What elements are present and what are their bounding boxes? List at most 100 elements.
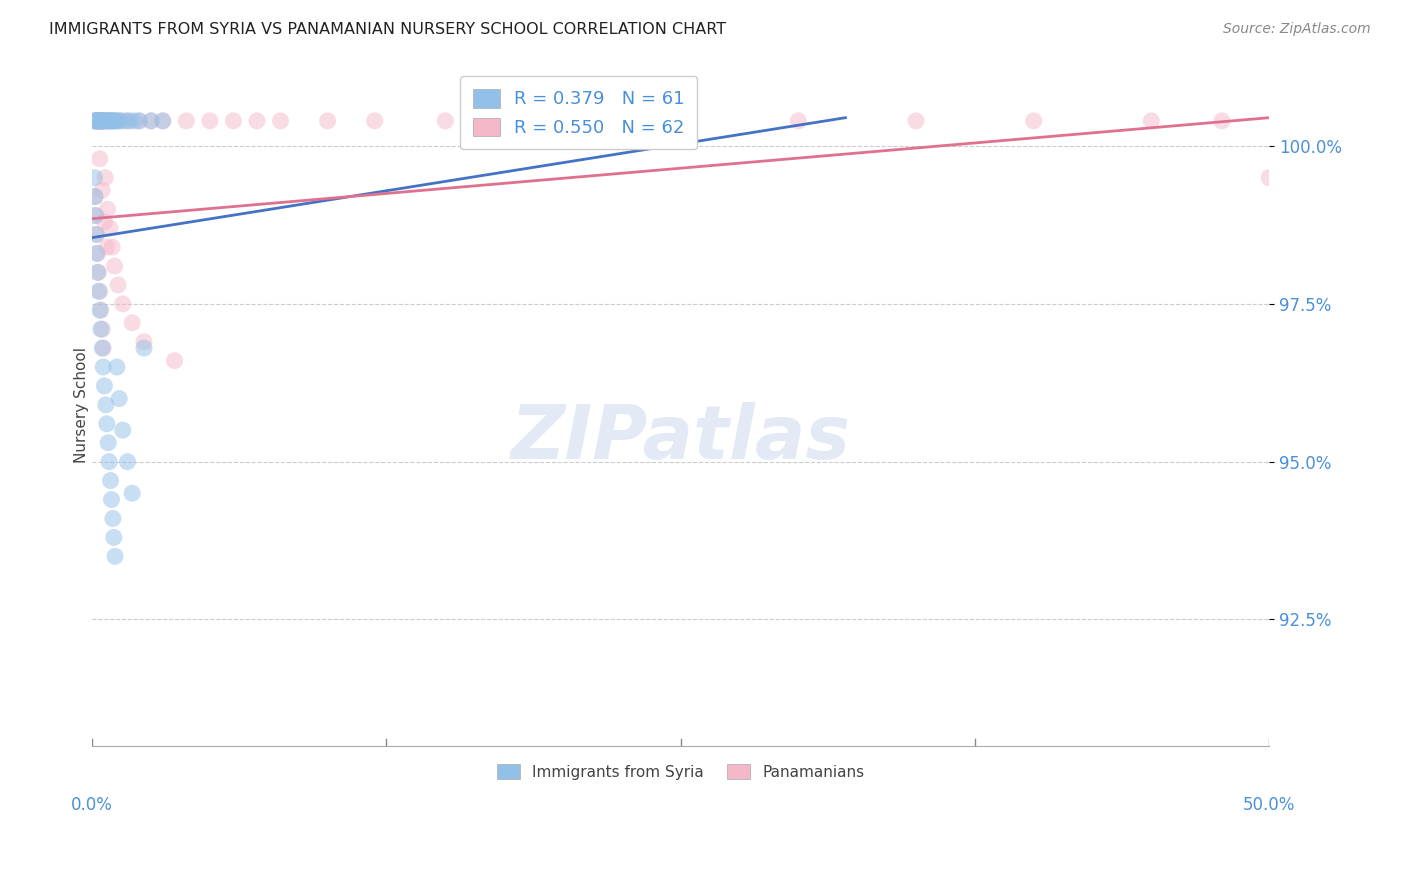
Point — [96, 240, 118, 254]
Point — [117, 113, 139, 128]
Point — [86, 113, 108, 128]
Point — [87, 113, 110, 128]
Point — [198, 113, 221, 128]
Point — [1022, 113, 1045, 128]
Point — [84, 227, 107, 242]
Point — [84, 113, 107, 128]
Point — [103, 113, 125, 128]
Point — [83, 113, 105, 128]
Point — [118, 113, 141, 128]
Point — [111, 423, 134, 437]
Point — [89, 303, 111, 318]
Point — [96, 202, 118, 217]
Point — [104, 113, 127, 128]
Point — [669, 113, 692, 128]
Point — [93, 113, 115, 128]
Point — [114, 113, 136, 128]
Point — [108, 392, 131, 406]
Point — [86, 227, 108, 242]
Point — [87, 113, 110, 128]
Point — [1211, 113, 1233, 128]
Point — [93, 215, 115, 229]
Point — [91, 341, 114, 355]
Point — [94, 113, 117, 128]
Point — [97, 435, 120, 450]
Point — [87, 113, 110, 128]
Point — [96, 113, 118, 128]
Point — [89, 113, 111, 128]
Point — [434, 113, 457, 128]
Point — [100, 474, 122, 488]
Point — [87, 285, 110, 299]
Point — [86, 113, 108, 128]
Point — [89, 113, 111, 128]
Point — [89, 113, 111, 128]
Point — [176, 113, 198, 128]
Point — [93, 379, 115, 393]
Point — [86, 113, 108, 128]
Point — [101, 511, 124, 525]
Point — [121, 316, 143, 330]
Y-axis label: Nursery School: Nursery School — [73, 347, 89, 463]
Point — [84, 209, 107, 223]
Point — [101, 113, 124, 128]
Point — [96, 417, 118, 431]
Point — [83, 170, 105, 185]
Point — [107, 277, 129, 292]
Point — [316, 113, 339, 128]
Point — [90, 113, 112, 128]
Point — [363, 113, 385, 128]
Point — [96, 113, 118, 128]
Text: 50.0%: 50.0% — [1243, 797, 1295, 814]
Point — [91, 322, 114, 336]
Point — [110, 113, 132, 128]
Point — [163, 353, 186, 368]
Point — [98, 113, 121, 128]
Point — [86, 113, 108, 128]
Point — [91, 113, 114, 128]
Point — [103, 259, 125, 273]
Point — [93, 113, 115, 128]
Point — [86, 113, 108, 128]
Point — [100, 492, 122, 507]
Point — [551, 113, 574, 128]
Point — [91, 341, 114, 355]
Point — [89, 285, 111, 299]
Point — [93, 113, 115, 128]
Point — [89, 113, 111, 128]
Point — [269, 113, 291, 128]
Point — [132, 341, 155, 355]
Point — [128, 113, 150, 128]
Point — [90, 322, 112, 336]
Point — [86, 113, 108, 128]
Point — [117, 455, 139, 469]
Point — [94, 170, 117, 185]
Point — [222, 113, 245, 128]
Point — [94, 398, 117, 412]
Point — [505, 113, 527, 128]
Point — [104, 113, 127, 128]
Text: IMMIGRANTS FROM SYRIA VS PANAMANIAN NURSERY SCHOOL CORRELATION CHART: IMMIGRANTS FROM SYRIA VS PANAMANIAN NURS… — [49, 22, 727, 37]
Point — [87, 113, 110, 128]
Point — [91, 183, 114, 197]
Point — [91, 359, 114, 374]
Point — [84, 189, 107, 203]
Point — [132, 334, 155, 349]
Point — [97, 113, 120, 128]
Point — [105, 359, 128, 374]
Point — [100, 113, 122, 128]
Point — [91, 113, 114, 128]
Point — [89, 152, 111, 166]
Point — [96, 113, 118, 128]
Point — [103, 113, 125, 128]
Point — [904, 113, 927, 128]
Point — [124, 113, 146, 128]
Point — [98, 221, 121, 235]
Point — [110, 113, 132, 128]
Point — [103, 530, 125, 544]
Text: 0.0%: 0.0% — [72, 797, 112, 814]
Point — [100, 113, 122, 128]
Point — [1258, 170, 1281, 185]
Text: Source: ZipAtlas.com: Source: ZipAtlas.com — [1223, 22, 1371, 37]
Point — [152, 113, 174, 128]
